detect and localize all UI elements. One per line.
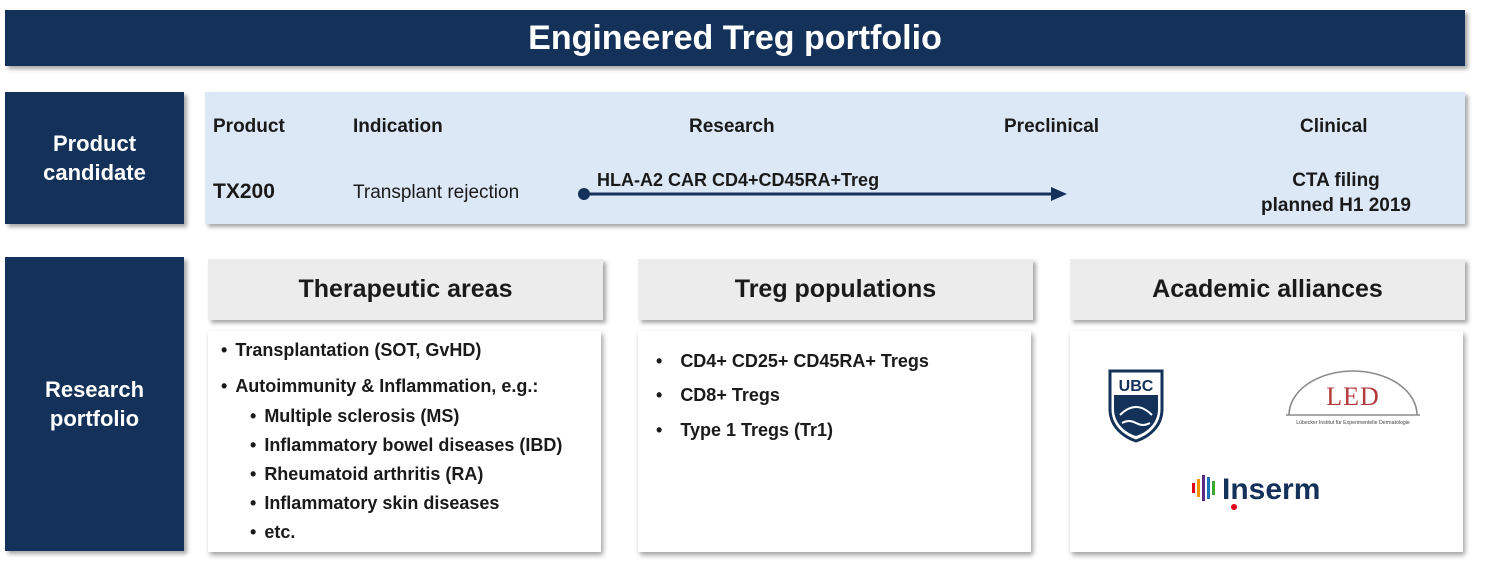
clinical-status-line2: planned H1 2019 xyxy=(1261,195,1411,216)
clinical-status-line1: CTA filing xyxy=(1292,170,1380,191)
page-title: Engineered Treg portfolio xyxy=(5,10,1465,66)
product-candidate-label-line1: Product xyxy=(52,131,137,156)
list-item: • Type 1 Tregs (Tr1) xyxy=(656,420,834,440)
research-portfolio-label-line1: Research xyxy=(44,377,145,402)
academic-alliances-header: Academic alliances xyxy=(1070,259,1465,320)
progress-arrow xyxy=(578,187,1067,201)
therapeutic-areas-header: Therapeutic areas xyxy=(208,259,603,320)
ubc-logo-text: UBC xyxy=(1119,378,1154,395)
header-product: Product xyxy=(213,116,285,137)
progress-arrow-head xyxy=(1051,187,1067,201)
therapeutic-areas-title: Therapeutic areas xyxy=(298,275,513,303)
indication-text: Transplant rejection xyxy=(353,182,520,203)
header-research: Research xyxy=(689,116,775,137)
sub-list-item: • Rheumatoid arthritis (RA) xyxy=(250,464,484,484)
research-portfolio-label-line2: portfolio xyxy=(49,406,140,431)
research-portfolio-label: Research portfolio xyxy=(5,257,184,551)
sub-list-item: • etc. xyxy=(250,522,296,542)
ubc-shield-sun xyxy=(1119,406,1153,416)
inserm-logo-text: Inserm xyxy=(1222,473,1320,506)
led-arc xyxy=(1288,370,1418,416)
header-indication: Indication xyxy=(353,116,443,137)
header-clinical: Clinical xyxy=(1300,116,1368,137)
academic-alliances-title: Academic alliances xyxy=(1152,275,1383,303)
treg-populations-header: Treg populations xyxy=(638,259,1033,320)
therapeutic-areas-card: • Transplantation (SOT, GvHD) • Autoimmuni… xyxy=(208,331,601,552)
construct-label: HLA-A2 CAR CD4+CD45RA+Treg xyxy=(597,170,880,190)
ubc-logo: UBC xyxy=(1108,369,1164,443)
product-candidate-label: Product candidate xyxy=(5,92,184,224)
academic-alliances-card: UBC LED Lübecker Institut für Experiment… xyxy=(1070,331,1463,552)
ubc-shield-waves xyxy=(1121,420,1151,426)
page-title-text: Engineered Treg portfolio xyxy=(528,18,942,57)
treg-populations-card: • CD4+ CD25+ CD45RA+ Tregs • CD8+ Tregs • T… xyxy=(638,331,1031,552)
inserm-bars-icon xyxy=(1192,475,1215,501)
led-logo-caption: Lübecker Institut für Experimentelle Der… xyxy=(1296,420,1410,426)
product-name: TX200 xyxy=(213,180,275,203)
product-candidate-label-line2: candidate xyxy=(43,160,146,185)
ubc-shield-band xyxy=(1114,375,1158,395)
list-item: • Transplantation (SOT, GvHD) xyxy=(221,340,482,360)
product-pipeline-panel: Product Indication Research Preclinical … xyxy=(205,92,1465,224)
clinical-status: CTA filing planned H1 2019 xyxy=(1236,168,1436,218)
list-item: • CD4+ CD25+ CD45RA+ Tregs xyxy=(656,351,929,371)
inserm-logo-dot xyxy=(1231,504,1237,510)
list-item: • Autoimmunity & Inflammation, e.g.: xyxy=(221,376,539,396)
led-logo: LED Lübecker Institut für Experimentelle… xyxy=(1286,370,1420,426)
led-logo-text: LED xyxy=(1326,382,1380,411)
sub-list-item: • Multiple sclerosis (MS) xyxy=(250,406,460,426)
inserm-logo: Inserm xyxy=(1192,473,1320,510)
sub-list-item: • Inflammatory bowel diseases (IBD) xyxy=(250,435,563,455)
list-item: • CD8+ Tregs xyxy=(656,385,780,405)
header-preclinical: Preclinical xyxy=(1004,116,1100,137)
sub-list-item: • Inflammatory skin diseases xyxy=(250,493,500,513)
treg-populations-title: Treg populations xyxy=(734,275,937,303)
